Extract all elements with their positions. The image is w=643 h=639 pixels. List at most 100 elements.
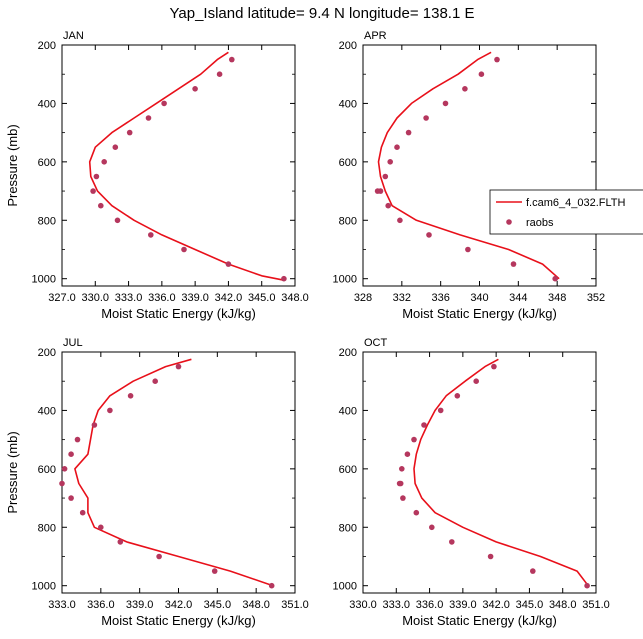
model-line <box>74 358 274 587</box>
obs-point <box>584 582 590 589</box>
y-tick-label: 800 <box>38 522 56 534</box>
legend-model-label: f.cam6_4_032.FLTH <box>526 197 626 209</box>
x-tick-label: 327.0 <box>48 292 76 304</box>
panel-title: OCT <box>364 337 388 349</box>
obs-point <box>74 436 81 443</box>
obs-point <box>268 582 275 589</box>
obs-point <box>374 188 381 194</box>
obs-point <box>382 173 389 180</box>
obs-point <box>397 217 403 224</box>
x-axis-label: Moist Static Energy (kJ/kg) <box>402 306 557 321</box>
legend-box <box>489 189 643 235</box>
obs-point <box>405 129 412 136</box>
obs-point <box>90 188 96 194</box>
obs-point <box>101 159 107 165</box>
obs-point <box>93 173 100 180</box>
x-axis-label: Moist Static Energy (kJ/kg) <box>402 613 557 628</box>
x-tick-label: 336.0 <box>87 599 115 611</box>
obs-point <box>216 71 223 77</box>
x-tick-label: 348.0 <box>242 599 270 611</box>
obs-point <box>478 71 485 77</box>
x-tick-label: 344 <box>509 292 527 304</box>
obs-point <box>387 159 394 165</box>
x-tick-label: 336 <box>431 292 449 304</box>
obs-point <box>156 553 162 560</box>
obs-point <box>225 261 232 267</box>
obs-point <box>98 202 104 209</box>
x-tick-label: 333.0 <box>48 599 76 611</box>
x-tick-label: 328 <box>354 292 372 304</box>
y-tick-label: 400 <box>38 98 56 110</box>
obs-point <box>148 232 154 238</box>
obs-point <box>181 246 187 253</box>
figure-title: Yap_Island latitude= 9.4 N longitude= 13… <box>170 5 475 22</box>
obs-point <box>530 568 536 574</box>
obs-point <box>473 378 480 385</box>
panel-oct: OCT 330.0 333.0 336.0 339.0 342.0 345.0 348.0 35… <box>333 337 610 628</box>
y-tick-label: 800 <box>339 215 357 227</box>
obs-point <box>211 568 218 574</box>
obs-point <box>465 246 471 253</box>
panel-jul: JUL 333.0 336.0 339.0 342.0 345.0 348.0 351.0 20… <box>5 337 309 628</box>
x-tick-label: 332 <box>393 292 411 304</box>
obs-point <box>394 144 400 150</box>
obs-point <box>552 275 558 282</box>
y-tick-label: 200 <box>339 347 357 359</box>
obs-point <box>98 524 104 531</box>
y-tick-label: 1000 <box>333 274 357 286</box>
y-tick-label: 1000 <box>32 274 56 286</box>
x-tick-label: 339.0 <box>449 599 477 611</box>
obs-point <box>510 261 517 267</box>
obs-point <box>449 539 455 545</box>
panel-jan: JAN 327.0 330.0 333.0 336.0 339.0 342.0 345.0 34… <box>5 30 309 321</box>
x-tick-label: 330.0 <box>82 292 110 304</box>
y-tick-label: 600 <box>339 464 357 476</box>
obs-point <box>59 480 65 487</box>
x-tick-label: 345.0 <box>204 599 232 611</box>
obs-point <box>79 509 86 516</box>
obs-point <box>429 524 435 531</box>
panels: JAN 327.0 330.0 333.0 336.0 339.0 342.0 345.0 34… <box>5 30 610 628</box>
obs-point <box>491 363 497 370</box>
y-tick-label: 400 <box>38 405 56 417</box>
y-tick-label: 1000 <box>333 581 357 593</box>
obs-point <box>229 56 235 63</box>
y-tick-label: 200 <box>38 347 56 359</box>
x-tick-label: 351.0 <box>281 599 309 611</box>
obs-point <box>281 275 287 282</box>
x-tick-label: 342.0 <box>482 599 510 611</box>
x-tick-label: 348 <box>548 292 566 304</box>
y-axis-label: Pressure (mb) <box>5 124 20 206</box>
obs-point <box>399 466 405 472</box>
obs-point <box>114 217 121 224</box>
obs-point <box>61 466 68 472</box>
x-tick-label: 352 <box>587 292 605 304</box>
y-tick-label: 400 <box>339 405 357 417</box>
y-tick-label: 800 <box>339 522 357 534</box>
model-line <box>88 51 285 281</box>
obs-point <box>462 86 468 92</box>
legend: f.cam6_4_032.FLTH raobs <box>489 189 643 235</box>
x-tick-label: 348.0 <box>281 292 309 304</box>
obs-point <box>413 509 420 516</box>
plot-frame <box>362 44 597 287</box>
model-line <box>377 51 560 280</box>
y-tick-label: 600 <box>38 464 56 476</box>
y-axis-label: Pressure (mb) <box>5 431 20 513</box>
x-axis-label: Moist Static Energy (kJ/kg) <box>101 613 256 628</box>
x-tick-label: 345.0 <box>248 292 276 304</box>
x-tick-label: 342.0 <box>215 292 243 304</box>
panel-title: JUL <box>63 337 83 349</box>
obs-point <box>127 393 134 399</box>
y-tick-label: 800 <box>38 215 56 227</box>
obs-point <box>91 422 98 428</box>
x-tick-label: 333.0 <box>115 292 143 304</box>
y-tick-label: 200 <box>38 40 56 52</box>
y-tick-label: 400 <box>339 98 357 110</box>
x-axis-label: Moist Static Energy (kJ/kg) <box>101 306 256 321</box>
obs-point <box>152 378 158 385</box>
plot-frame <box>61 44 296 287</box>
obs-point <box>385 202 392 209</box>
obs-point <box>437 407 444 414</box>
